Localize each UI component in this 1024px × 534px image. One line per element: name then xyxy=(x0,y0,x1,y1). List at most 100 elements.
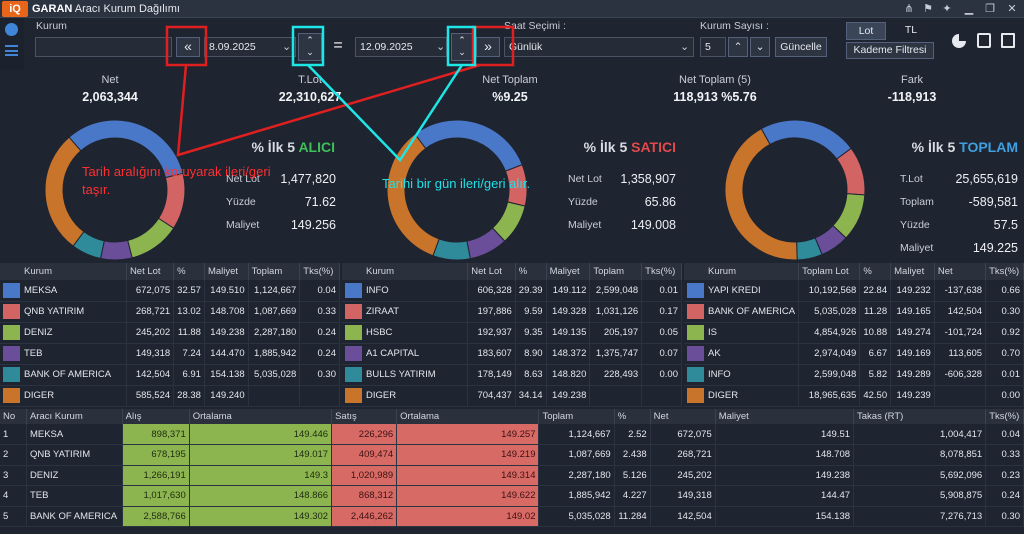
kurum-sayisi-input[interactable]: 5 xyxy=(700,37,726,57)
col-tks[interactable]: Tks(%) xyxy=(641,263,682,280)
pin-icon[interactable]: ✦ xyxy=(942,3,952,15)
cell-kurum: DIGER xyxy=(342,385,469,407)
donut-slice[interactable] xyxy=(99,239,133,261)
share-icon[interactable]: ⋔ xyxy=(904,3,914,15)
toplam-row[interactable]: DIGER 18,965,635 42.50 149.239 0.00 xyxy=(684,385,1024,407)
start-date-dropdown-icon[interactable]: ⌄ xyxy=(282,41,292,53)
cell-kurum: TEB xyxy=(0,343,127,365)
alici-row[interactable]: BANK OF AMERICA 142,504 6.91 154.138 5,035,0… xyxy=(0,364,340,386)
end-date-stepper[interactable]: ⌃ ⌄ xyxy=(451,33,473,61)
table-row[interactable]: 5 BANK OF AMERICA 2,588,766 149.302 2,446,26… xyxy=(0,506,1024,527)
alici-row[interactable]: MEKSA 672,075 32.57 149.510 1,124,667 0.04 xyxy=(0,280,340,302)
col-alis-ortalama[interactable]: Ortalama xyxy=(189,409,333,424)
lot-tab[interactable]: Lot xyxy=(846,22,886,40)
restore-icon[interactable]: ❐ xyxy=(985,3,995,15)
col-tks[interactable]: Tks(%) xyxy=(985,409,1024,424)
tlot-value: 22,310,627 xyxy=(278,90,342,104)
toplam-row[interactable]: IS 4,854,926 10.88 149.274 -101,724 0.92 xyxy=(684,322,1024,344)
alici-row[interactable]: DIGER 585,524 28.38 149.240 xyxy=(0,385,340,407)
pie-icon[interactable] xyxy=(5,23,18,36)
col-tks[interactable]: Tks(%) xyxy=(299,263,340,280)
satici-row[interactable]: ZIRAAT 197,886 9.59 149.328 1,031,126 0.17 xyxy=(342,301,682,323)
col-net[interactable]: Net xyxy=(650,409,716,424)
next-range-button[interactable]: » xyxy=(476,37,500,57)
satici-row[interactable]: DIGER 704,437 34.14 149.238 xyxy=(342,385,682,407)
alici-row[interactable]: QNB YATIRIM 268,721 13.02 148.708 1,087,669 0… xyxy=(0,301,340,323)
col-maliyet[interactable]: Maliyet xyxy=(546,263,591,280)
alici-row[interactable]: TEB 149,318 7.24 144.470 1,885,942 0.24 xyxy=(0,343,340,365)
pie-chart-icon[interactable] xyxy=(952,34,966,48)
col-yuzde[interactable]: % xyxy=(173,263,205,280)
menu-icon[interactable] xyxy=(5,45,18,56)
export-icon[interactable] xyxy=(1001,33,1015,48)
save-icon[interactable] xyxy=(977,33,991,48)
cell-6: 5,035,028 xyxy=(538,506,615,527)
prev-range-button[interactable]: « xyxy=(176,37,200,57)
toplam-row[interactable]: YAPI KREDI 10,192,568 22.84 149.232 -137,638… xyxy=(684,280,1024,302)
saat-select[interactable]: Günlük xyxy=(504,37,694,57)
end-date-dropdown-icon[interactable]: ⌄ xyxy=(436,41,446,53)
donut-slice[interactable] xyxy=(127,217,175,259)
cell-value: 2,599,048 xyxy=(798,364,861,386)
cell-8: 672,075 xyxy=(650,424,716,445)
donut-slice[interactable] xyxy=(836,147,866,196)
alici-title-prefix: % İlk 5 xyxy=(251,139,296,155)
col-toplam[interactable]: Toplam xyxy=(538,409,615,424)
donut-slice[interactable] xyxy=(724,127,798,261)
table-row[interactable]: 2 QNB YATIRIM 678,195 149.017 409,474 149.219… xyxy=(0,444,1024,466)
table-row[interactable]: 4 TEB 1,017,630 148.866 868,312 149.622 1,885,… xyxy=(0,485,1024,507)
col-alis[interactable]: Alış xyxy=(122,409,190,424)
donut-slice[interactable] xyxy=(386,133,440,257)
table-row[interactable]: 3 DENIZ 1,266,191 149.3 1,020,989 149.314 2,28… xyxy=(0,465,1024,486)
kademe-filtresi-button[interactable]: Kademe Filtresi xyxy=(846,42,934,59)
col-toplam[interactable]: Toplam xyxy=(589,263,643,280)
donut-slice[interactable] xyxy=(414,119,523,172)
donut-slice[interactable] xyxy=(432,238,471,261)
col-maliyet[interactable]: Maliyet xyxy=(204,263,249,280)
toplam-row[interactable]: AK 2,974,049 6.67 149.169 113,605 0.70 xyxy=(684,343,1024,365)
close-icon[interactable]: ✕ xyxy=(1007,3,1017,15)
start-date-stepper[interactable]: ⌃ ⌄ xyxy=(298,33,322,61)
satici-row[interactable]: A1 CAPITAL 183,607 8.90 148.372 1,375,747 0.0… xyxy=(342,343,682,365)
col-toplamlot[interactable]: Toplam Lot xyxy=(798,263,861,280)
donut-slice[interactable] xyxy=(760,119,852,160)
col-yuzde[interactable]: % xyxy=(614,409,651,424)
table-row[interactable]: 1 MEKSA 898,371 149.446 226,296 149.257 1,124,… xyxy=(0,424,1024,445)
satici-row[interactable]: HSBC 192,937 9.35 149.135 205,197 0.05 xyxy=(342,322,682,344)
toplam-row[interactable]: INFO 2,599,048 5.82 149.289 -606,328 0.01 xyxy=(684,364,1024,386)
col-kurum[interactable]: Kurum xyxy=(684,263,800,280)
col-araci-kurum[interactable]: Aracı Kurum xyxy=(26,409,123,424)
alici-row[interactable]: DENIZ 245,202 11.88 149.238 2,287,180 0.24 xyxy=(0,322,340,344)
satici-row[interactable]: INFO 606,328 29.39 149.112 2,599,048 0.01 xyxy=(342,280,682,302)
kurum-input[interactable] xyxy=(35,37,172,57)
col-kurum[interactable]: Kurum xyxy=(0,263,127,280)
saat-dropdown-icon[interactable]: ⌄ xyxy=(680,41,690,53)
col-kurum[interactable]: Kurum xyxy=(342,263,469,280)
donut-slice[interactable] xyxy=(44,136,85,247)
col-takas[interactable]: Takas (RT) xyxy=(853,409,987,424)
col-net[interactable]: Net xyxy=(934,263,987,280)
cell-11: 0.33 xyxy=(985,444,1024,466)
col-maliyet[interactable]: Maliyet xyxy=(890,263,935,280)
start-date-input[interactable]: 8.09.2025 xyxy=(204,37,296,57)
flag-icon[interactable]: ⚑ xyxy=(923,3,933,15)
tl-tab[interactable]: TL xyxy=(904,24,918,36)
col-yuzde[interactable]: % xyxy=(515,263,547,280)
col-netlot[interactable]: Net Lot xyxy=(126,263,175,280)
col-satis-ortalama[interactable]: Ortalama xyxy=(396,409,540,424)
col-netlot[interactable]: Net Lot xyxy=(467,263,516,280)
kurum-sayisi-up-button[interactable]: ⌃ xyxy=(728,37,748,57)
col-maliyet[interactable]: Maliyet xyxy=(715,409,855,424)
kurum-sayisi-down-button[interactable]: ⌄ xyxy=(750,37,770,57)
col-tks[interactable]: Tks(%) xyxy=(985,263,1024,280)
minimize-icon[interactable]: ▁ xyxy=(964,3,974,15)
col-toplam[interactable]: Toplam xyxy=(248,263,301,280)
end-date-input[interactable]: 12.09.2025 xyxy=(355,37,447,57)
col-no[interactable]: No xyxy=(0,409,27,424)
cell-value: 18,965,635 xyxy=(798,385,861,407)
col-yuzde[interactable]: % xyxy=(859,263,892,280)
guncelle-button[interactable]: Güncelle xyxy=(775,37,827,57)
toplam-row[interactable]: BANK OF AMERICA 5,035,028 11.28 149.165 142,… xyxy=(684,301,1024,323)
satici-row[interactable]: BULLS YATIRIM 178,149 8.63 148.820 228,493 0.… xyxy=(342,364,682,386)
col-satis[interactable]: Satış xyxy=(331,409,398,424)
